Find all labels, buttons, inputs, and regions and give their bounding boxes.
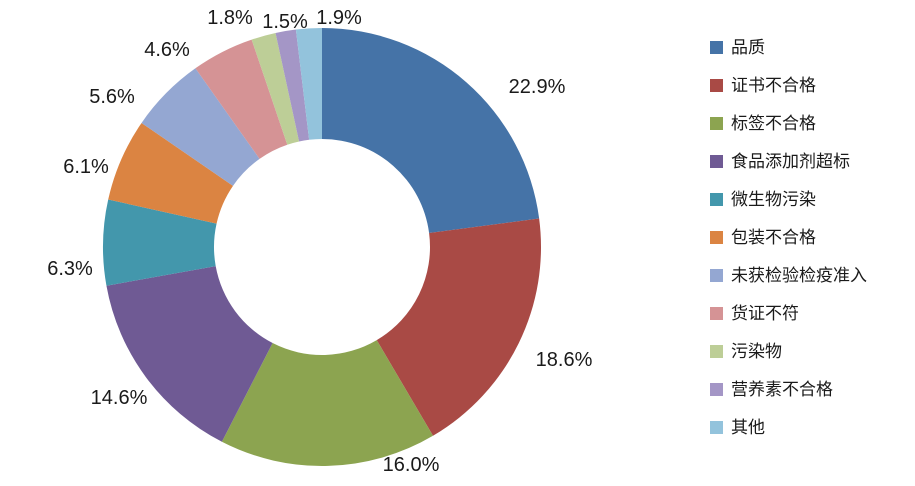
slice-percent-label: 4.6% bbox=[144, 39, 190, 61]
legend-swatch-icon bbox=[710, 40, 723, 54]
donut-slice-8 bbox=[251, 32, 300, 145]
donut-slice-2 bbox=[221, 340, 433, 466]
legend-label: 营养素不合格 bbox=[731, 379, 833, 399]
donut-slice-9 bbox=[275, 29, 310, 142]
donut-slice-6 bbox=[141, 68, 260, 186]
legend: 品质证书不合格标签不合格食品添加剂超标 微生物污染包装不合格未获检验检疫准入 货证不… bbox=[710, 28, 915, 446]
donut-slice-4 bbox=[103, 199, 217, 286]
legend-label: 货证不符 bbox=[731, 303, 799, 323]
legend-label: 包装不合格 bbox=[731, 227, 816, 247]
legend-label: 污染物 bbox=[731, 341, 782, 361]
slice-percent-label: 1.9% bbox=[316, 7, 362, 29]
donut-slice-7 bbox=[195, 39, 288, 159]
legend-swatch-icon bbox=[710, 382, 723, 396]
legend-item: 货证不符 bbox=[710, 294, 915, 332]
slice-percent-label: 6.3% bbox=[47, 258, 93, 280]
slice-percent-label: 5.6% bbox=[89, 86, 135, 108]
legend-item: 污染物 bbox=[710, 332, 915, 370]
legend-item: 食品添加剂超标 bbox=[710, 142, 915, 180]
legend-label: 微生物污染 bbox=[731, 189, 816, 209]
slice-percent-label: 18.6% bbox=[536, 349, 593, 371]
donut-slice-5 bbox=[108, 122, 233, 224]
legend-item: 标签不合格 bbox=[710, 104, 915, 142]
legend-label: 食品添加剂超标 bbox=[731, 151, 850, 171]
legend-item: 其他 bbox=[710, 408, 915, 446]
legend-swatch-icon bbox=[710, 344, 723, 358]
legend-label: 未获检验检疫准入 bbox=[731, 265, 867, 285]
legend-swatch-icon bbox=[710, 116, 723, 130]
legend-swatch-icon bbox=[710, 192, 723, 206]
legend-swatch-icon bbox=[710, 154, 723, 168]
legend-item: 营养素不合格 bbox=[710, 370, 915, 408]
legend-item: 未获检验检疫准入 bbox=[710, 256, 915, 294]
legend-item: 证书不合格 bbox=[710, 66, 915, 104]
legend-swatch-icon bbox=[710, 306, 723, 320]
donut-slice-0 bbox=[322, 28, 540, 233]
legend-swatch-icon bbox=[710, 420, 723, 434]
slice-percent-label: 1.5% bbox=[262, 11, 308, 33]
slice-percent-label: 6.1% bbox=[63, 156, 109, 178]
slice-percent-label: 1.8% bbox=[207, 7, 253, 29]
slice-percent-label: 16.0% bbox=[383, 454, 440, 476]
slice-percent-label: 14.6% bbox=[91, 387, 148, 409]
legend-label: 证书不合格 bbox=[731, 75, 816, 95]
donut-slice-3 bbox=[106, 266, 273, 442]
legend-label: 品质 bbox=[731, 37, 765, 57]
legend-item: 包装不合格 bbox=[710, 218, 915, 256]
donut-slice-1 bbox=[376, 218, 541, 436]
legend-item: 微生物污染 bbox=[710, 180, 915, 218]
legend-label: 其他 bbox=[731, 417, 765, 437]
legend-swatch-icon bbox=[710, 78, 723, 92]
slice-percent-label: 22.9% bbox=[509, 76, 566, 98]
legend-item: 品质 bbox=[710, 28, 915, 66]
legend-swatch-icon bbox=[710, 230, 723, 244]
legend-label: 标签不合格 bbox=[731, 113, 816, 133]
legend-swatch-icon bbox=[710, 268, 723, 282]
donut-slice-10 bbox=[295, 28, 322, 140]
